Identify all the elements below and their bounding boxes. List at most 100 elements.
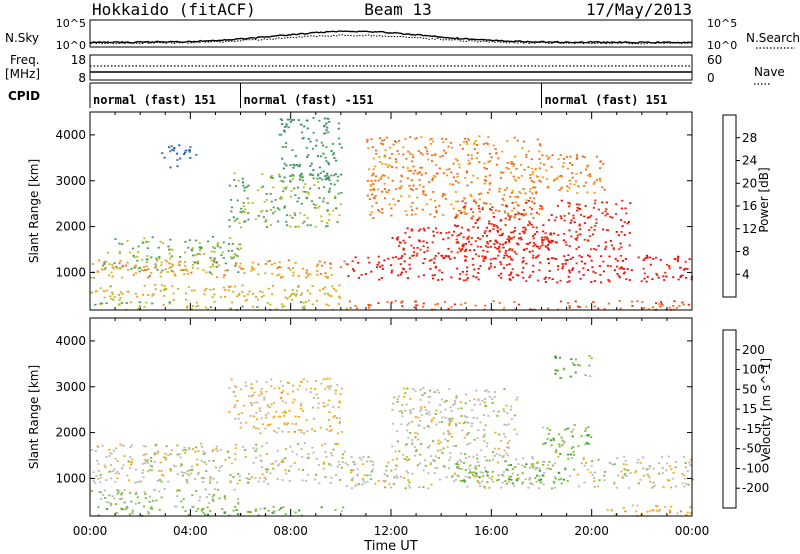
- echo-cell: [276, 267, 279, 270]
- echo-cell: [270, 385, 273, 388]
- echo-cell: [116, 489, 119, 492]
- echo-cell: [322, 200, 325, 203]
- echo-cell: [488, 395, 491, 398]
- echo-cell: [488, 229, 491, 232]
- echo-cell: [508, 218, 511, 221]
- echo-cell: [283, 126, 287, 128]
- echo-cell: [322, 144, 325, 147]
- echo-cell: [609, 215, 612, 218]
- echo-cell: [477, 278, 480, 281]
- echo-cell: [409, 412, 412, 415]
- echo-cell: [273, 430, 276, 432]
- echo-cell: [196, 267, 199, 270]
- echo-cell: [372, 172, 375, 175]
- echo-cell: [251, 261, 255, 264]
- echo-cell: [195, 510, 198, 513]
- echo-cell: [430, 258, 433, 261]
- echo-cell: [180, 500, 183, 503]
- echo-cell: [506, 442, 509, 445]
- echo-cell: [160, 264, 163, 267]
- echo-cell: [290, 189, 293, 192]
- echo-cell: [191, 469, 194, 471]
- echo-cell: [101, 268, 104, 271]
- echo-cell: [606, 229, 609, 232]
- echo-cell: [603, 188, 606, 191]
- echo-cell: [668, 265, 671, 268]
- echo-cell: [465, 171, 468, 174]
- echo-cell: [425, 241, 429, 244]
- echo-cell: [247, 478, 250, 481]
- echo-cell: [212, 500, 215, 502]
- echo-cell: [337, 303, 340, 305]
- echo-cell: [505, 205, 508, 208]
- echo-cell: [329, 425, 332, 427]
- echo-cell: [288, 480, 291, 482]
- echo-cell: [307, 154, 310, 157]
- echo-cell: [183, 273, 186, 275]
- echo-cell: [612, 247, 615, 249]
- echo-cell: [381, 162, 384, 165]
- echo-cell: [439, 403, 442, 406]
- echo-cell: [330, 464, 333, 467]
- echo-cell: [108, 274, 111, 277]
- echo-cell: [317, 174, 320, 177]
- echo-cell: [473, 471, 476, 474]
- echo-cell: [92, 277, 96, 279]
- echo-cell: [623, 271, 626, 274]
- echo-cell: [427, 446, 430, 449]
- echo-cell: [297, 119, 300, 121]
- echo-cell: [123, 489, 126, 491]
- echo-cell: [539, 261, 542, 264]
- freq-label-1: Freq.: [10, 53, 40, 67]
- echo-cell: [381, 264, 384, 267]
- echo-cell: [311, 147, 315, 150]
- echo-cell: [505, 452, 508, 455]
- echo-cell: [282, 411, 285, 414]
- echo-cell: [319, 273, 322, 275]
- echo-cell: [302, 186, 305, 189]
- echo-cell: [493, 455, 496, 457]
- echo-cell: [445, 138, 448, 141]
- echo-cell: [254, 508, 257, 511]
- echo-cell: [625, 469, 628, 472]
- echo-cell: [452, 176, 455, 179]
- echo-cell: [525, 262, 528, 265]
- echo-cell: [533, 186, 536, 189]
- echo-cell: [278, 175, 281, 178]
- echo-cell: [287, 259, 290, 262]
- echo-cell: [296, 388, 299, 391]
- echo-cell: [426, 249, 429, 252]
- echo-cell: [450, 203, 453, 206]
- echo-cell: [129, 456, 132, 458]
- echo-cell: [169, 468, 172, 470]
- echo-cell: [263, 480, 266, 483]
- echo-cell: [439, 411, 442, 413]
- echo-cell: [220, 465, 223, 467]
- echo-cell: [420, 443, 423, 445]
- echo-cell: [141, 472, 144, 474]
- echo-cell: [191, 263, 194, 266]
- echo-cell: [234, 185, 237, 187]
- echo-cell: [381, 139, 384, 142]
- echo-cell: [411, 209, 414, 211]
- echo-cell: [266, 302, 269, 304]
- echo-cell: [506, 469, 509, 472]
- echo-cell: [309, 140, 312, 143]
- echo-cell: [457, 242, 460, 244]
- echo-cell: [401, 255, 404, 257]
- echo-cell: [465, 434, 468, 436]
- echo-cell: [222, 286, 225, 289]
- echo-cell: [420, 173, 423, 176]
- echo-cell: [536, 255, 539, 258]
- echo-cell: [469, 442, 472, 445]
- echo-cell: [530, 212, 533, 215]
- echo-cell: [535, 226, 538, 229]
- echo-cell: [292, 119, 296, 121]
- echo-cell: [427, 472, 430, 475]
- echo-cell: [496, 231, 500, 233]
- echo-cell: [450, 250, 453, 253]
- echo-cell: [209, 479, 212, 481]
- echo-cell: [476, 437, 479, 440]
- echo-cell: [481, 255, 484, 258]
- echo-cell: [120, 507, 123, 510]
